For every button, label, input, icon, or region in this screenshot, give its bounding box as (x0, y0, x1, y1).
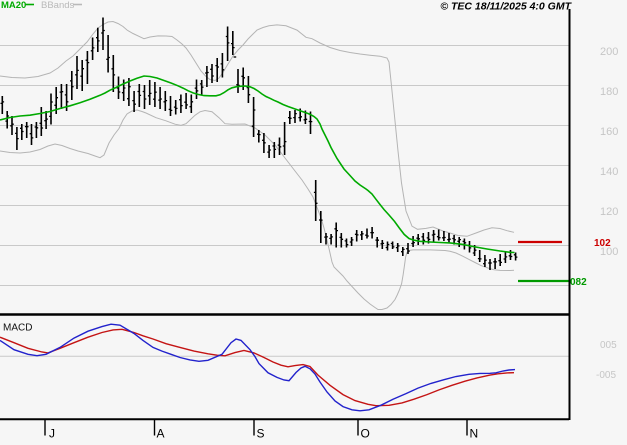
svg-text:J: J (49, 427, 55, 441)
svg-text:120: 120 (600, 206, 618, 218)
svg-text:-005: -005 (596, 370, 616, 381)
svg-text:© TEC 18/11/2025 4:0 GMT: © TEC 18/11/2025 4:0 GMT (440, 1, 572, 13)
svg-text:N: N (470, 427, 479, 441)
svg-text:102: 102 (594, 238, 611, 249)
svg-text:S: S (257, 427, 265, 441)
svg-text:100: 100 (600, 246, 618, 258)
svg-text:O: O (361, 427, 370, 441)
svg-text:MACD: MACD (3, 323, 32, 334)
svg-text:200: 200 (600, 46, 618, 58)
svg-text:180: 180 (600, 86, 618, 98)
svg-text:A: A (157, 427, 165, 441)
svg-text:BBands: BBands (41, 0, 75, 11)
svg-text:160: 160 (600, 126, 618, 138)
svg-text:140: 140 (600, 166, 618, 178)
svg-text:MA20: MA20 (1, 0, 26, 11)
svg-text:082: 082 (570, 277, 587, 288)
svg-text:005: 005 (600, 340, 617, 351)
